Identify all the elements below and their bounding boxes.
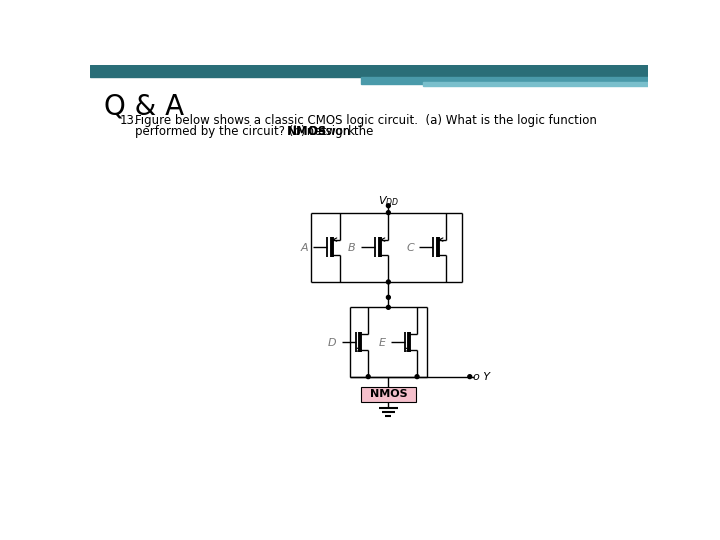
Text: C: C xyxy=(406,243,414,253)
Circle shape xyxy=(387,295,390,299)
Text: $V_{DD}$: $V_{DD}$ xyxy=(378,194,399,208)
Text: D: D xyxy=(328,338,336,348)
Bar xyxy=(361,387,415,402)
Text: Q & A: Q & A xyxy=(104,92,184,120)
Bar xyxy=(423,82,648,86)
Text: NMOS: NMOS xyxy=(287,125,327,138)
Text: performed by the circuit? (b) Design the: performed by the circuit? (b) Design the xyxy=(135,125,377,138)
Circle shape xyxy=(415,375,419,379)
Circle shape xyxy=(387,306,390,309)
Circle shape xyxy=(387,280,390,284)
Bar xyxy=(361,77,648,84)
Text: B: B xyxy=(348,243,356,253)
Text: o Y: o Y xyxy=(473,372,490,382)
Text: 13.: 13. xyxy=(120,114,138,127)
Text: NMOS: NMOS xyxy=(369,389,408,400)
Text: A: A xyxy=(300,243,307,253)
Text: network.: network. xyxy=(303,125,359,138)
Text: E: E xyxy=(378,338,385,348)
Circle shape xyxy=(387,211,390,214)
Circle shape xyxy=(366,375,370,379)
Text: Figure below shows a classic CMOS logic circuit.  (a) What is the logic function: Figure below shows a classic CMOS logic … xyxy=(135,114,597,127)
Circle shape xyxy=(387,204,390,208)
Circle shape xyxy=(468,375,472,379)
Bar xyxy=(90,65,648,77)
